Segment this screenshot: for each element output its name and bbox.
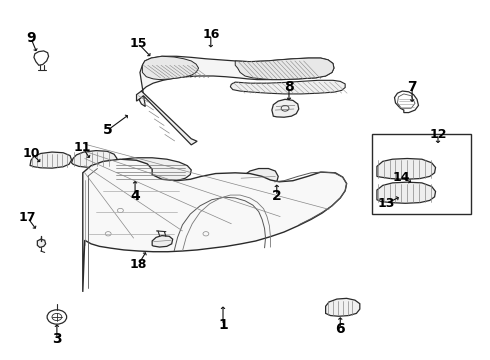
Polygon shape: [30, 152, 72, 168]
Polygon shape: [235, 58, 334, 80]
Polygon shape: [140, 56, 334, 107]
Polygon shape: [72, 150, 117, 167]
Polygon shape: [37, 239, 46, 247]
Text: 5: 5: [103, 123, 113, 137]
Text: 11: 11: [74, 141, 92, 154]
Polygon shape: [239, 168, 278, 188]
Polygon shape: [230, 80, 345, 94]
Text: 12: 12: [429, 127, 447, 141]
Text: 3: 3: [52, 332, 62, 346]
Text: 4: 4: [130, 189, 140, 203]
Polygon shape: [377, 158, 436, 179]
Polygon shape: [152, 235, 172, 247]
Polygon shape: [377, 182, 436, 203]
Text: 16: 16: [202, 28, 220, 41]
Text: 6: 6: [336, 322, 345, 336]
Text: 13: 13: [378, 197, 395, 210]
Text: 18: 18: [130, 258, 147, 271]
Polygon shape: [326, 298, 360, 316]
Text: 14: 14: [392, 171, 410, 184]
Polygon shape: [272, 99, 299, 117]
Polygon shape: [111, 158, 191, 183]
Text: 1: 1: [218, 318, 228, 332]
Polygon shape: [143, 56, 198, 80]
Polygon shape: [83, 159, 346, 292]
Text: 17: 17: [19, 211, 36, 224]
Text: 8: 8: [284, 80, 294, 94]
Polygon shape: [137, 91, 197, 145]
Text: 15: 15: [130, 37, 147, 50]
Text: 7: 7: [407, 80, 417, 94]
Text: 10: 10: [22, 147, 40, 159]
Text: 2: 2: [272, 189, 282, 203]
Text: 9: 9: [26, 31, 36, 45]
